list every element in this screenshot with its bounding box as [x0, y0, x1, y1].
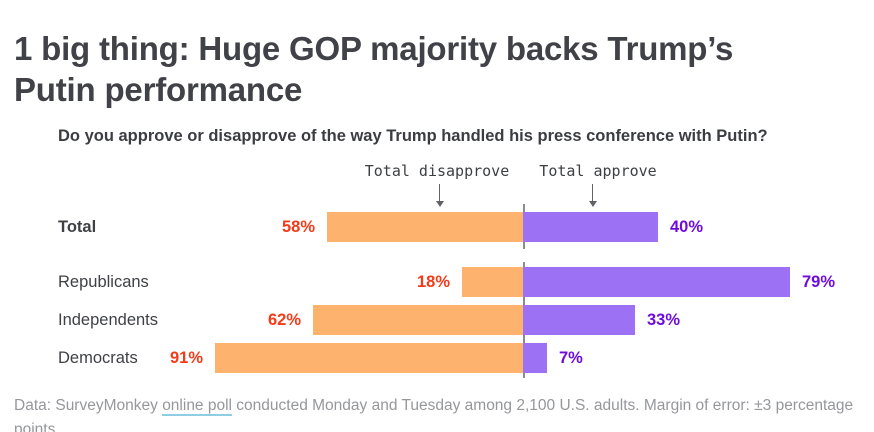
- bar-approve-total: [523, 212, 658, 242]
- value-disapprove-independents: 62%: [267, 311, 301, 329]
- footer-data-source: Data: SurveyMonkey: [14, 397, 163, 414]
- bar-disapprove-democrats: [215, 343, 523, 373]
- category-label-republicans: Republicans: [58, 273, 149, 291]
- bar-approve-democrats: [523, 343, 547, 373]
- footer-survey-details: conducted Monday and Tuesday among 2,100…: [14, 397, 854, 432]
- category-label-total: Total: [58, 218, 97, 236]
- bar-disapprove-independents: [313, 305, 523, 335]
- annotation-total-approve: Total approve: [539, 162, 657, 180]
- value-disapprove-total: 58%: [281, 218, 315, 236]
- bar-disapprove-republicans: [462, 267, 523, 297]
- chart-footer: Data: SurveyMonkey online poll conducted…: [14, 394, 870, 432]
- arrow-down-icon: [435, 201, 444, 207]
- value-approve-independents: 33%: [647, 311, 681, 329]
- bar-disapprove-total: [327, 212, 523, 242]
- arrow-down-icon: [439, 184, 440, 201]
- online-poll-link[interactable]: online poll: [162, 397, 232, 416]
- chart-title: Do you approve or disapprove of the way …: [58, 127, 768, 145]
- value-disapprove-republicans: 18%: [416, 273, 450, 291]
- value-approve-total: 40%: [670, 218, 704, 236]
- arrow-down-icon: [592, 184, 593, 201]
- page-title: 1 big thing: Huge GOP majority backs Tru…: [14, 30, 734, 109]
- category-label-democrats: Democrats: [58, 349, 138, 367]
- value-approve-republicans: 79%: [802, 273, 836, 291]
- annotation-total-disapprove: Total disapprove: [364, 162, 510, 180]
- value-approve-democrats: 7%: [559, 349, 583, 367]
- arrow-down-icon: [588, 201, 597, 207]
- bar-approve-republicans: [523, 267, 790, 297]
- category-label-independents: Independents: [58, 311, 159, 329]
- value-disapprove-democrats: 91%: [169, 349, 203, 367]
- bar-approve-independents: [523, 305, 635, 335]
